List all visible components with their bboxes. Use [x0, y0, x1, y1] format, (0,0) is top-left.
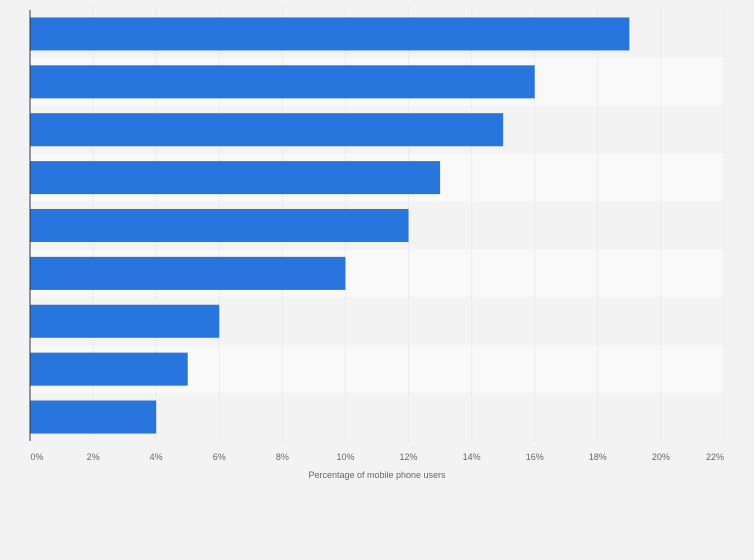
x-tick-label: 20%	[652, 452, 670, 462]
x-tick-label: 16%	[526, 452, 544, 462]
bar[interactable]	[30, 113, 504, 147]
x-tick-label: 4%	[150, 452, 163, 462]
x-tick-label: 2%	[87, 452, 100, 462]
x-tick-label: 8%	[276, 452, 289, 462]
bar[interactable]	[30, 161, 441, 195]
x-axis-title: Percentage of mobile phone users	[308, 470, 446, 480]
x-tick-label: 14%	[463, 452, 481, 462]
bars	[30, 17, 630, 434]
x-tick-label: 22%	[706, 452, 724, 462]
bar[interactable]	[30, 17, 630, 51]
bar[interactable]	[30, 352, 188, 386]
x-tick-label: 6%	[213, 452, 226, 462]
bar[interactable]	[30, 208, 409, 243]
x-tick-label: 0%	[30, 452, 43, 462]
bar[interactable]	[30, 256, 346, 290]
x-tick-label: 12%	[400, 452, 418, 462]
bar[interactable]	[30, 304, 220, 338]
x-tick-label: 18%	[589, 452, 607, 462]
bar[interactable]	[30, 400, 157, 434]
x-tick-label: 10%	[336, 452, 354, 462]
x-axis-tick-labels: 0% 2% 4% 6% 8% 10% 12% 14% 16% 18% 20% 22%	[30, 452, 724, 462]
bar[interactable]	[30, 65, 535, 99]
